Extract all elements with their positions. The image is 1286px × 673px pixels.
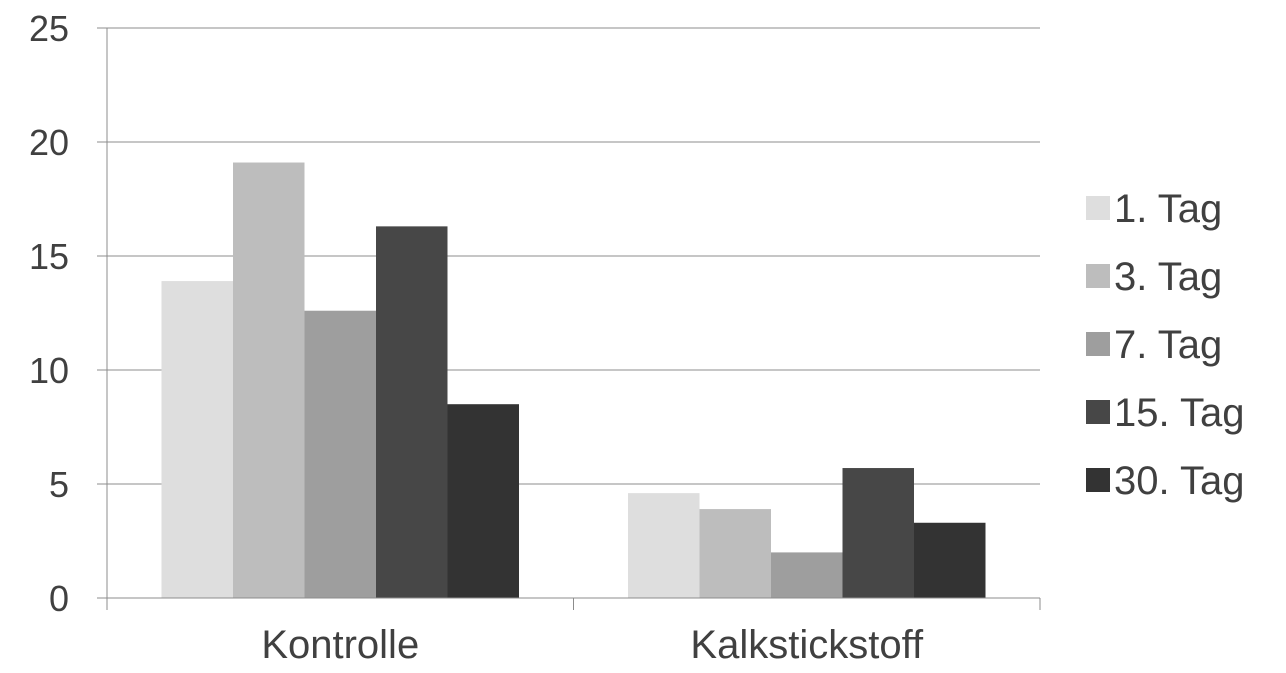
bar	[447, 404, 519, 598]
legend-swatch	[1086, 264, 1110, 288]
y-tick-label: 5	[49, 464, 69, 505]
bar	[842, 468, 914, 598]
axes	[97, 27, 1041, 610]
legend-swatch	[1086, 332, 1110, 356]
y-tick-label: 20	[29, 122, 69, 163]
legend-label: 15. Tag	[1114, 391, 1245, 435]
category-label: Kontrolle	[261, 623, 419, 667]
bar	[699, 509, 771, 598]
bars	[161, 162, 986, 599]
y-tick-label: 0	[49, 578, 69, 619]
legend-swatch	[1086, 468, 1110, 492]
bar	[161, 281, 233, 598]
bar	[304, 310, 376, 598]
legend-swatch	[1086, 400, 1110, 424]
bar	[628, 493, 700, 598]
legend-swatch	[1086, 196, 1110, 220]
legend-label: 30. Tag	[1114, 459, 1245, 503]
bar	[914, 522, 986, 598]
bar	[376, 226, 448, 599]
bar	[771, 552, 843, 598]
y-tick-label: 15	[29, 236, 69, 277]
y-tick-label: 25	[29, 8, 69, 49]
category-label: Kalkstickstoff	[690, 623, 924, 667]
category-labels: Kontrolle Kalkstickstoff	[261, 623, 924, 667]
legend: 1. Tag 3. Tag 7. Tag 15. Tag 30. Tag	[1086, 187, 1245, 503]
legend-label: 1. Tag	[1114, 187, 1222, 231]
y-tick-labels: 0 5 10 15 20 25	[29, 8, 69, 619]
y-tick-label: 10	[29, 350, 69, 391]
legend-label: 3. Tag	[1114, 255, 1222, 299]
bar	[233, 162, 305, 598]
legend-label: 7. Tag	[1114, 323, 1222, 367]
